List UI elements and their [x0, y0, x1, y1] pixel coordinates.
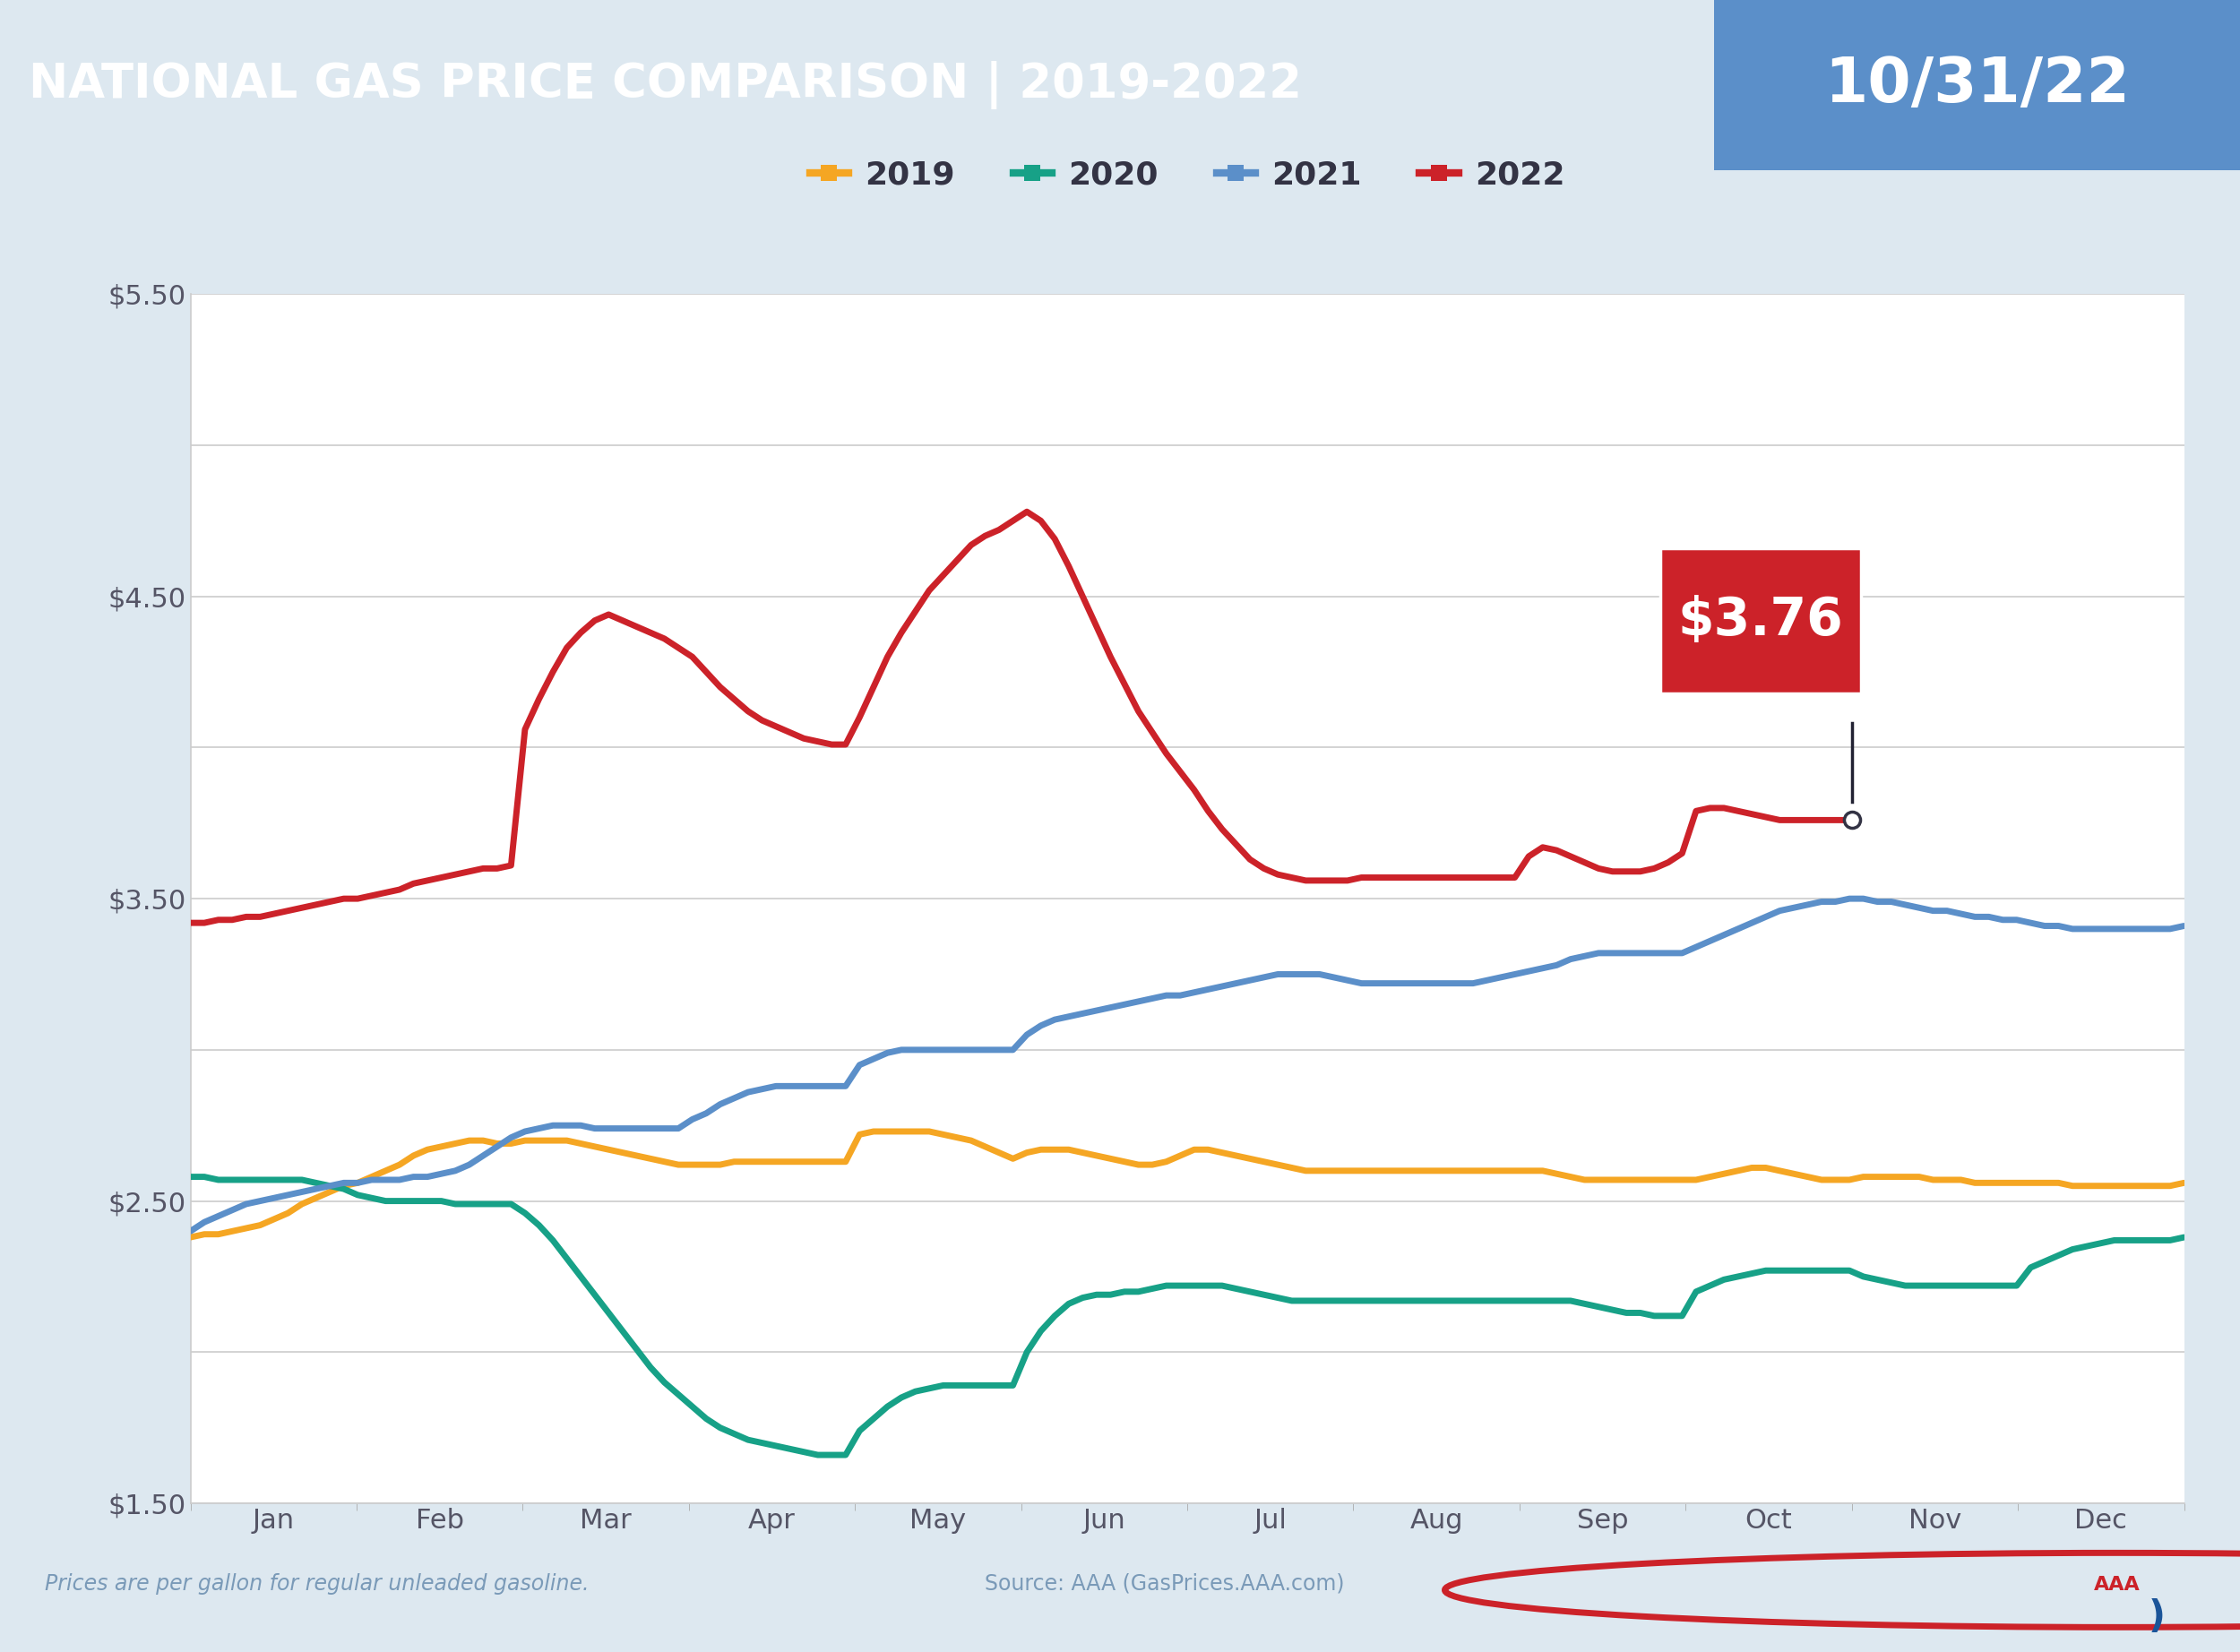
Legend: 2019, 2020, 2021, 2022: 2019, 2020, 2021, 2022: [797, 147, 1577, 203]
FancyBboxPatch shape: [1660, 548, 1861, 694]
Text: NATIONAL GAS PRICE COMPARISON | 2019-2022: NATIONAL GAS PRICE COMPARISON | 2019-202…: [29, 61, 1301, 109]
FancyBboxPatch shape: [1714, 0, 2240, 170]
Text: ): ): [2148, 1599, 2166, 1635]
Text: AAA: AAA: [2094, 1576, 2139, 1594]
Text: Prices are per gallon for regular unleaded gasoline.: Prices are per gallon for regular unlead…: [45, 1573, 589, 1594]
Text: $3.76: $3.76: [1678, 595, 1844, 646]
Text: Source: AAA (GasPrices.AAA.com): Source: AAA (GasPrices.AAA.com): [986, 1573, 1344, 1594]
Text: 10/31/22: 10/31/22: [1823, 55, 2130, 116]
